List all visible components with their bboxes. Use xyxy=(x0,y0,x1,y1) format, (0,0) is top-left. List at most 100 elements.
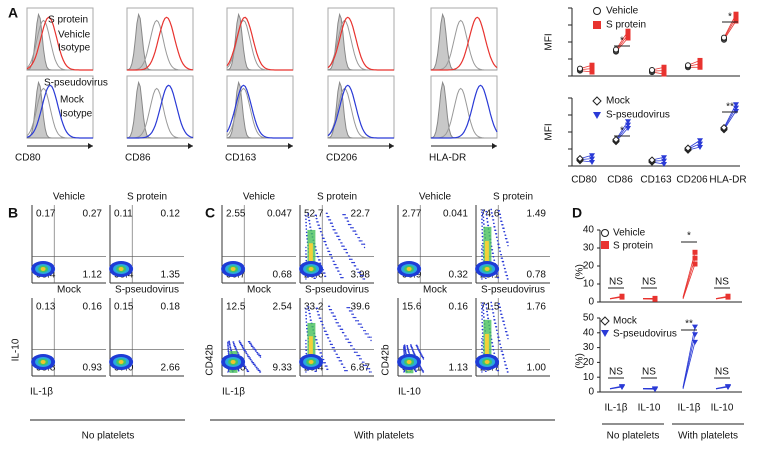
treatment-curve xyxy=(431,84,498,139)
event-dot xyxy=(240,345,243,347)
control-curve xyxy=(431,19,497,71)
marker xyxy=(649,67,655,74)
treatment-curve xyxy=(127,84,194,139)
event-dot xyxy=(320,355,323,357)
event-dot xyxy=(246,369,248,371)
marker xyxy=(733,18,739,24)
event-dot xyxy=(493,319,495,321)
event-dot xyxy=(404,349,406,352)
event-dot xyxy=(335,353,337,355)
quadrant-value: 0.78 xyxy=(527,270,547,281)
event-dot xyxy=(481,315,483,317)
marker xyxy=(733,15,739,21)
event-dot xyxy=(357,320,360,322)
event-dot xyxy=(364,333,366,335)
y-axis-label: (%) xyxy=(575,264,586,280)
event-dot xyxy=(247,341,250,343)
event-dot xyxy=(498,247,500,249)
event-dot xyxy=(256,351,258,354)
event-dot xyxy=(419,352,422,355)
event-dot xyxy=(505,274,507,277)
significance: NS xyxy=(642,367,656,378)
event-dot xyxy=(356,233,358,236)
pair-line xyxy=(723,104,737,128)
event-dot xyxy=(482,302,484,304)
event-dot xyxy=(305,215,307,217)
event-dot xyxy=(421,356,424,359)
event-dot xyxy=(357,268,359,270)
event-dot xyxy=(315,307,317,310)
y-tick-label: 30 xyxy=(583,243,595,254)
event-dot xyxy=(506,334,508,336)
event-dot xyxy=(243,366,246,368)
density-core xyxy=(484,240,489,269)
event-dot xyxy=(305,253,307,255)
quadrant-value: 33.2 xyxy=(304,302,324,313)
event-dot xyxy=(411,348,413,350)
event-dot xyxy=(481,255,483,257)
legend-marker xyxy=(601,229,609,237)
event-dot xyxy=(502,320,504,322)
plot-title: S-pseudovirus xyxy=(305,285,369,296)
event-dot xyxy=(350,258,352,261)
control-curve xyxy=(127,87,193,139)
quadrant-value: 0.16 xyxy=(83,302,103,313)
marker xyxy=(697,141,703,147)
density xyxy=(484,359,490,364)
y-tick-label: 10 xyxy=(583,279,595,290)
event-dot xyxy=(337,356,339,359)
event-dot xyxy=(313,277,315,280)
event-dot xyxy=(498,340,500,342)
legend-label: Mock xyxy=(606,96,631,107)
event-dot xyxy=(485,307,488,309)
event-dot xyxy=(333,315,335,317)
x-axis-label: IL-10 xyxy=(398,387,421,398)
event-dot xyxy=(363,329,365,332)
density xyxy=(230,359,236,364)
event-dot xyxy=(485,214,488,216)
event-dot xyxy=(481,337,483,340)
quadrant-value: 1.49 xyxy=(527,209,547,220)
event-dot xyxy=(358,236,361,239)
event-dot xyxy=(307,213,309,215)
event-dot xyxy=(337,235,339,238)
event-dot xyxy=(316,342,318,344)
event-dot xyxy=(338,356,340,359)
event-dot xyxy=(334,318,336,321)
event-dot xyxy=(227,346,229,348)
event-dot xyxy=(331,225,333,228)
event-dot xyxy=(495,236,498,238)
significance: NS xyxy=(609,277,623,288)
panel-label: B xyxy=(8,205,18,221)
event-dot xyxy=(255,366,257,369)
y-tick-label: 30 xyxy=(583,342,595,353)
event-dot xyxy=(367,336,369,338)
event-dot xyxy=(328,340,331,342)
event-dot xyxy=(503,324,505,326)
significance: * xyxy=(687,231,691,242)
event-dot xyxy=(356,351,358,354)
event-dot xyxy=(229,348,232,350)
event-dot xyxy=(305,352,307,355)
event-dot xyxy=(490,301,492,304)
event-dot xyxy=(306,327,308,330)
pair-line xyxy=(682,263,696,300)
event-dot xyxy=(481,318,483,320)
event-dot xyxy=(481,225,483,227)
event-dot xyxy=(237,370,240,372)
quadrant-value: 71.5 xyxy=(480,302,500,313)
event-dot xyxy=(347,338,350,340)
event-dot xyxy=(227,343,229,345)
density xyxy=(406,359,412,364)
event-dot xyxy=(338,325,340,327)
event-dot xyxy=(481,235,484,238)
event-dot xyxy=(504,330,507,333)
marker xyxy=(720,123,728,132)
event-dot xyxy=(486,217,488,220)
density-core xyxy=(308,243,313,270)
event-dot xyxy=(492,315,495,318)
event-dot xyxy=(241,346,244,348)
event-dot xyxy=(490,208,492,211)
event-dot xyxy=(336,356,338,359)
event-dot xyxy=(362,275,364,277)
